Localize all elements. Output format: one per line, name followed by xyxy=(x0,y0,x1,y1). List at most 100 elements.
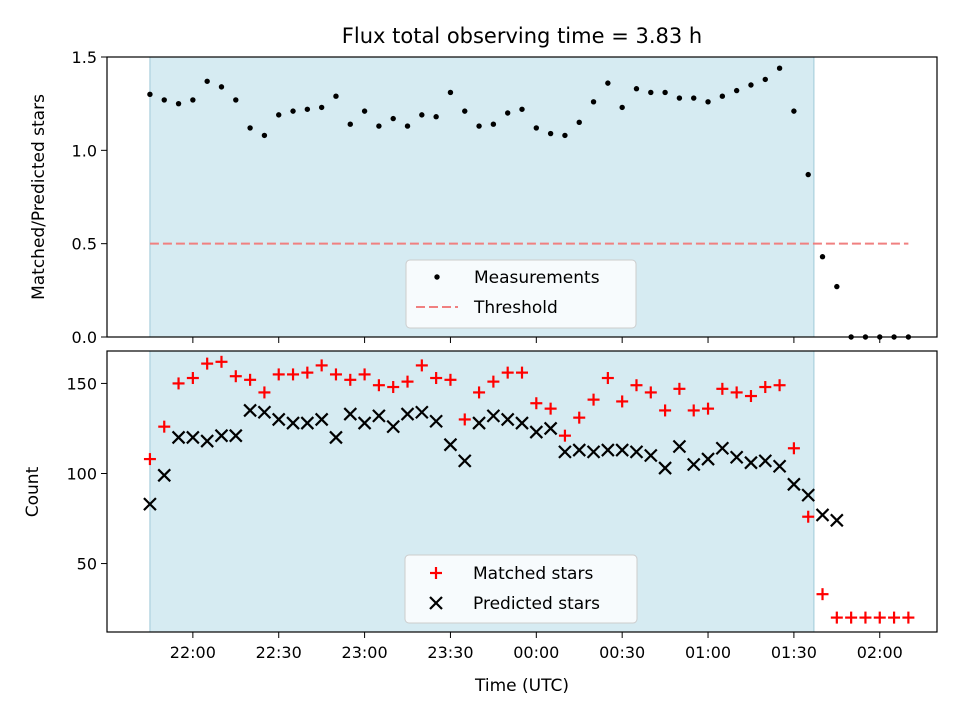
measurement-point xyxy=(447,89,454,96)
predicted-star-point xyxy=(658,461,672,475)
x-tick-label: 01:00 xyxy=(685,643,731,662)
measurement-point xyxy=(834,283,840,290)
predicted-star-point xyxy=(229,428,243,443)
measurement-point xyxy=(719,93,726,99)
measurement-point xyxy=(791,108,797,114)
measurement-point xyxy=(404,123,411,129)
matched-star-point xyxy=(501,366,514,379)
bottom-series xyxy=(143,355,915,624)
predicted-star-point xyxy=(615,443,629,457)
measurement-point xyxy=(304,106,311,112)
matched-star-point xyxy=(487,375,500,388)
predicted-star-point xyxy=(515,416,529,430)
measurement-point xyxy=(247,125,253,131)
legend-matched-label: Matched stars xyxy=(473,564,593,584)
measurement-point xyxy=(204,78,210,84)
predicted-star-point xyxy=(243,403,257,418)
predicted-star-point xyxy=(214,428,229,443)
matched-star-point xyxy=(172,377,185,390)
matched-star-point xyxy=(902,611,915,624)
bottom-panel: 50 100 150 22:00 22:30 23:00 23:30 00:00 00:30 0… xyxy=(23,350,938,696)
measurement-point xyxy=(533,125,540,131)
matched-star-point xyxy=(888,611,901,624)
matched-star-point xyxy=(516,366,528,379)
matched-star-point xyxy=(358,368,371,381)
x-tick-label: 00:00 xyxy=(513,643,559,662)
matched-star-point xyxy=(544,402,557,415)
bottom-y-axis-label: Count xyxy=(23,466,43,517)
matched-star-point xyxy=(730,386,743,399)
top-panel: 0.0 0.5 1.0 1.5 Matched/Predicted stars Mea… xyxy=(29,48,938,347)
measurement-point xyxy=(333,93,339,99)
measurement-point xyxy=(276,112,282,118)
predicted-star-point xyxy=(686,457,701,472)
predicted-star-point xyxy=(415,405,429,420)
predicted-star-point xyxy=(357,416,372,430)
matched-star-point xyxy=(244,373,257,386)
measurement-point xyxy=(504,110,511,116)
matched-star-point xyxy=(430,372,443,385)
measurement-point xyxy=(476,123,482,129)
matched-star-point xyxy=(315,359,328,372)
x-tick-label: 23:00 xyxy=(342,643,388,662)
bottom-plot-frame xyxy=(106,350,938,633)
measurement-point xyxy=(361,108,368,114)
matched-star-point xyxy=(415,359,428,372)
predicted-star-point xyxy=(787,477,801,492)
legend-predicted-marker xyxy=(429,596,443,610)
top-y-tick-label: 0.0 xyxy=(72,328,97,347)
predicted-star-point xyxy=(472,416,486,430)
matched-star-point xyxy=(773,379,786,392)
predicted-star-point xyxy=(343,407,358,421)
matched-star-point xyxy=(816,588,829,601)
measurement-point xyxy=(390,115,396,122)
matched-star-point xyxy=(344,373,357,386)
top-legend: Measurements Threshold xyxy=(405,259,637,329)
matched-star-point xyxy=(802,510,815,523)
predicted-star-point xyxy=(701,452,715,466)
measurement-point xyxy=(705,99,711,105)
matched-star-point xyxy=(659,404,672,417)
measurement-point xyxy=(218,84,225,90)
predicted-star-point xyxy=(286,416,300,430)
predicted-star-point xyxy=(157,468,172,483)
measurement-point xyxy=(590,99,597,105)
measurement-point xyxy=(347,121,353,127)
predicted-star-point xyxy=(744,455,758,470)
matched-star-point xyxy=(587,393,600,406)
measurement-point xyxy=(676,95,683,101)
top-y-tick-label: 1.0 xyxy=(72,141,97,160)
predicted-star-point xyxy=(429,414,443,429)
measurement-point xyxy=(519,106,525,112)
matched-star-point xyxy=(444,373,457,386)
measurement-point xyxy=(419,112,425,118)
top-plot-frame xyxy=(106,56,938,338)
measurement-point xyxy=(147,91,153,98)
matched-star-point xyxy=(702,402,715,415)
measurement-point xyxy=(648,89,654,96)
matched-star-point xyxy=(387,381,400,394)
measurement-point xyxy=(748,82,754,88)
matched-star-point xyxy=(201,357,214,370)
legend-predicted-label: Predicted stars xyxy=(473,594,600,614)
measurement-point xyxy=(562,132,568,139)
predicted-star-point xyxy=(171,430,186,445)
predicted-star-point xyxy=(644,448,658,463)
bottom-legend-box xyxy=(404,554,638,624)
x-tick-label: 22:30 xyxy=(256,643,302,662)
matched-star-point xyxy=(143,453,156,466)
measurement-point xyxy=(819,254,826,260)
matched-star-point xyxy=(687,404,700,417)
predicted-star-point xyxy=(186,430,200,445)
predicted-star-point xyxy=(372,409,386,423)
bottom-legend: Matched stars Predicted stars xyxy=(404,554,638,624)
measurement-point xyxy=(376,123,382,129)
predicted-star-point xyxy=(500,412,515,427)
predicted-star-point xyxy=(601,443,615,457)
measurement-point xyxy=(605,80,611,86)
predicted-star-point xyxy=(629,445,644,459)
legend-measurements-label: Measurements xyxy=(474,268,600,288)
matched-star-point xyxy=(759,381,772,394)
matched-star-point xyxy=(301,366,314,379)
predicted-star-point xyxy=(830,513,844,528)
